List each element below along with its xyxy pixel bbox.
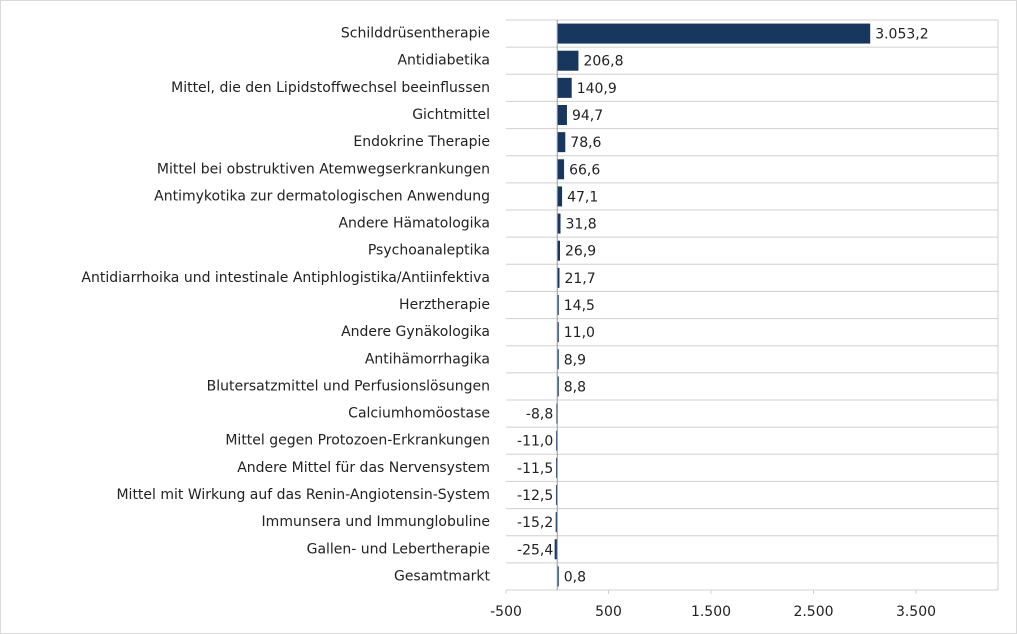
value-label: 31,8 [566, 217, 597, 233]
bar [555, 512, 558, 533]
value-label: -15,2 [517, 515, 553, 531]
value-label: 140,9 [577, 81, 617, 97]
bar [557, 159, 565, 180]
value-label: 21,7 [564, 271, 595, 287]
x-tick-label: 3.500 [896, 604, 936, 620]
x-tick-label: 500 [595, 604, 622, 620]
x-tick-label: 1.500 [691, 604, 731, 620]
y-tick-label: Antidiarrhoika und intestinale Antiphlog… [81, 270, 490, 286]
bar [557, 77, 572, 98]
bar [557, 105, 567, 125]
y-tick-label: Andere Mittel für das Nervensystem [237, 460, 490, 476]
value-label: 66,6 [569, 162, 600, 178]
x-tick-label: 2.500 [793, 604, 833, 620]
y-tick-label: Antimykotika zur dermatologischen Anwend… [154, 188, 490, 204]
bar [557, 50, 579, 71]
y-tick-label: Gichtmittel [412, 107, 490, 123]
value-label: -11,0 [517, 434, 553, 450]
value-label: 26,9 [565, 244, 596, 260]
bar [557, 566, 559, 587]
bar [557, 132, 566, 153]
value-label: 206,8 [583, 54, 623, 70]
value-label: 8,9 [564, 352, 586, 368]
value-label: 47,1 [567, 189, 598, 205]
value-label: 11,0 [564, 325, 595, 341]
bar [557, 23, 871, 44]
value-label: 0,8 [564, 569, 586, 585]
value-label: 94,7 [572, 108, 603, 124]
y-tick-label: Antidiabetika [397, 53, 490, 69]
y-tick-label: Schilddrüsentherapie [341, 26, 490, 42]
value-label: 8,8 [564, 379, 586, 395]
y-tick-label: Antihämorrhagika [365, 351, 490, 367]
bar [557, 186, 563, 207]
bar [557, 213, 561, 234]
y-tick-label: Andere Gynäkologika [341, 324, 490, 340]
bar [555, 485, 558, 505]
value-label: 78,6 [570, 135, 601, 151]
bar [557, 322, 559, 343]
y-tick-label: Calciumhomöostase [348, 406, 490, 422]
bar [557, 376, 559, 397]
bar [557, 267, 560, 288]
value-label: -11,5 [517, 461, 553, 477]
value-label: -8,8 [526, 407, 553, 423]
value-label: -12,5 [517, 488, 553, 504]
value-label: 14,5 [564, 298, 595, 314]
value-label: 3.053,2 [875, 27, 928, 43]
y-tick-label: Gesamtmarkt [394, 568, 491, 584]
y-tick-label: Gallen- und Lebertherapie [307, 541, 490, 557]
x-tick-label: -500 [490, 604, 522, 620]
bar [554, 539, 558, 560]
value-label: -25,4 [517, 542, 553, 558]
y-tick-label: Blutersatzmittel und Perfusionslösungen [207, 378, 490, 394]
bar [557, 295, 559, 315]
y-tick-label: Andere Hämatologika [338, 216, 490, 232]
y-tick-label: Psychoanaleptika [368, 243, 490, 259]
y-tick-label: Endokrine Therapie [353, 134, 490, 150]
y-tick-label: Mittel bei obstruktiven Atemwegserkranku… [157, 161, 490, 177]
bar [557, 349, 559, 370]
y-tick-label: Mittel mit Wirkung auf das Renin-Angiote… [116, 487, 490, 503]
y-tick-label: Herztherapie [399, 297, 490, 313]
y-tick-label: Mittel, die den Lipidstoffwechsel beeinf… [171, 80, 490, 96]
y-tick-label: Immunsera und Immunglobuline [262, 514, 490, 530]
bar [557, 240, 561, 261]
y-tick-label: Mittel gegen Protozoen-Erkrankungen [225, 433, 490, 449]
